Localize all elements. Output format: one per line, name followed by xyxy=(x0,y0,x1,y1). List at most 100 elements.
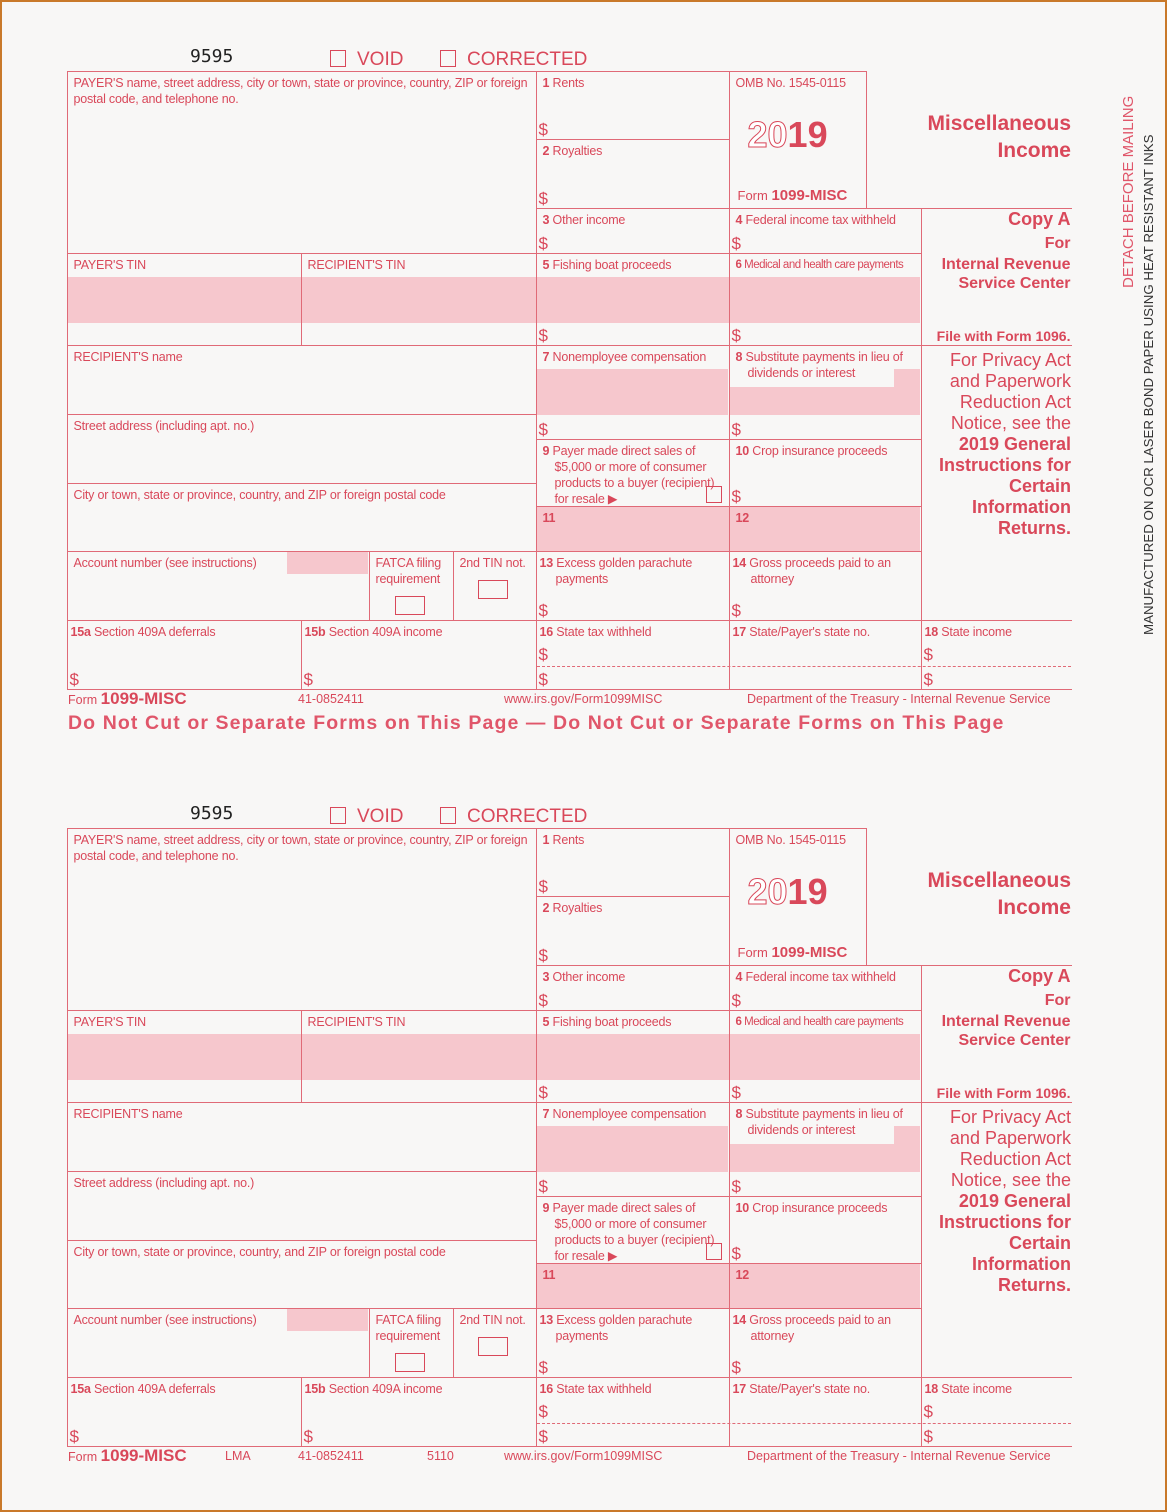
box12[interactable]: 12 xyxy=(728,505,922,552)
box1-rents[interactable]: 1 Rents $ xyxy=(535,70,730,140)
payer-tin-field[interactable]: PAYER'S TIN xyxy=(66,1009,302,1103)
dollar-sign: $ xyxy=(538,990,548,1010)
field-label: State income xyxy=(941,1381,1012,1396)
box9-checkbox[interactable] xyxy=(705,1242,722,1260)
fatca-checkbox[interactable] xyxy=(394,595,425,615)
account-number-field[interactable]: Account number (see instructions) xyxy=(66,550,370,621)
field-label: State tax withheld xyxy=(556,624,652,639)
field-label: 14 Gross proceeds paid to an attorney xyxy=(733,1312,931,1344)
field-label: Substitute payments in lieu of dividends… xyxy=(745,349,903,380)
box9-checkbox[interactable] xyxy=(705,485,722,503)
box4-federal-tax-withheld[interactable]: 4 Federal income tax withheld $ xyxy=(728,207,922,254)
box2-royalties[interactable]: 2 Royalties $ xyxy=(535,895,730,966)
corrected-checkbox[interactable] xyxy=(440,807,456,824)
field-label: 1099-MISC xyxy=(100,689,187,708)
field-label: Section 409A income xyxy=(328,624,443,639)
box5-fishing-boat[interactable]: 5 Fishing boat proceeds $ xyxy=(535,252,730,346)
box7-nonemployee-comp[interactable]: 7 Nonemployee compensation $ xyxy=(535,344,730,440)
street-address-field[interactable]: Street address (including apt. no.) xyxy=(66,1170,537,1241)
box17-state-number[interactable]: 17 State/Payer's state no. xyxy=(728,619,922,690)
box6-medical[interactable]: 6 Medical and health care payments $ xyxy=(728,252,922,346)
field-label: 1099-MISC xyxy=(771,943,848,961)
box10-crop-insurance[interactable]: 10 Crop insurance proceeds $ xyxy=(728,1195,922,1264)
box15a-409a-deferrals[interactable]: 15a Section 409A deferrals $ xyxy=(66,619,302,690)
recipient-name-field[interactable]: RECIPIENT'S name xyxy=(66,344,537,415)
field-label: RECIPIENT'S name xyxy=(73,349,183,364)
form-copy-1: 9595 VOID CORRECTED PAYER'S name, street… xyxy=(2,42,1102,782)
field-label: 5 xyxy=(542,257,550,272)
box8-substitute-payments[interactable]: 8 Substitute payments in lieu of dividen… xyxy=(728,1101,922,1197)
box4-federal-tax-withheld[interactable]: 4 Federal income tax withheld $ xyxy=(728,964,922,1011)
field-label: City or town, state or province, country… xyxy=(73,487,446,502)
privacy-notice: For Privacy Act and Paperwork Reduction Ac… xyxy=(921,1107,1071,1296)
second-tin-checkbox[interactable] xyxy=(477,579,508,599)
dollar-sign: $ xyxy=(538,1357,548,1377)
field-label: 3 xyxy=(542,969,550,984)
omb-number: OMB No. 1545-0115 xyxy=(735,832,847,847)
void-checkbox[interactable] xyxy=(330,50,346,67)
box11[interactable]: 11 xyxy=(535,1262,730,1309)
footer-url[interactable]: www.irs.gov/Form1099MISC xyxy=(504,692,663,706)
box6-medical[interactable]: 6 Medical and health care payments $ xyxy=(728,1009,922,1103)
box14-attorney-proceeds[interactable]: 14 Gross proceeds paid to an attorney $ xyxy=(728,550,922,621)
box1-rents[interactable]: 1 Rents $ xyxy=(535,827,730,897)
field-label: 7 Nonemployee compensation xyxy=(543,1106,707,1122)
account-number-field[interactable]: Account number (see instructions) xyxy=(66,1307,370,1378)
recipient-tin-field[interactable]: RECIPIENT'S TIN xyxy=(300,1009,537,1103)
field-label: PAYER'S TIN xyxy=(73,257,147,272)
form-number: 9595 xyxy=(190,803,234,824)
second-tin-checkbox[interactable] xyxy=(477,1336,508,1356)
box16-state-tax[interactable]: 16 State tax withheld $ $ xyxy=(535,619,730,690)
box13-golden-parachute[interactable]: 13 Excess golden parachute payments $ xyxy=(535,550,730,621)
box17-state-number[interactable]: 17 State/Payer's state no. xyxy=(728,1376,922,1447)
box11[interactable]: 11 xyxy=(535,505,730,552)
field-label: 16 xyxy=(539,624,554,639)
field-label: 11 xyxy=(543,1267,556,1283)
field-label: 6 xyxy=(735,258,742,271)
privacy-notice: For Privacy Act and Paperwork Reduction Ac… xyxy=(921,350,1071,539)
field-label: Nonemployee compensation xyxy=(552,349,707,364)
payer-info-field[interactable]: PAYER'S name, street address, city or to… xyxy=(66,70,537,254)
field-label: Crop insurance proceeds xyxy=(752,443,888,458)
box2-royalties[interactable]: 2 Royalties $ xyxy=(535,138,730,209)
city-field[interactable]: City or town, state or province, country… xyxy=(66,482,537,552)
corrected-checkbox[interactable] xyxy=(440,50,456,67)
box9-direct-sales[interactable]: 9 Payer made direct sales of $5,000 or m… xyxy=(535,438,730,507)
box18-state-income[interactable]: 18 State income $ $ xyxy=(920,619,1072,690)
box3-other-income[interactable]: 3 Other income $ xyxy=(535,207,730,254)
field-label: 11 xyxy=(543,510,556,526)
field-label: 1 Rents xyxy=(543,75,585,91)
city-field[interactable]: City or town, state or province, country… xyxy=(66,1239,537,1309)
void-label: VOID xyxy=(357,806,404,827)
box15a-409a-deferrals[interactable]: 15a Section 409A deferrals $ xyxy=(66,1376,302,1447)
field-label: State income xyxy=(941,624,1012,639)
footer-url[interactable]: www.irs.gov/Form1099MISC xyxy=(504,1449,663,1463)
field-label: 16 xyxy=(539,1381,554,1396)
box18-state-income[interactable]: 18 State income $ $ xyxy=(920,1376,1072,1447)
box13-golden-parachute[interactable]: 13 Excess golden parachute payments $ xyxy=(535,1307,730,1378)
box12[interactable]: 12 xyxy=(728,1262,922,1309)
box15b-409a-income[interactable]: 15b Section 409A income $ xyxy=(300,619,537,690)
payer-info-field[interactable]: PAYER'S name, street address, city or to… xyxy=(66,827,537,1011)
box3-other-income[interactable]: 3 Other income $ xyxy=(535,964,730,1011)
void-checkbox[interactable] xyxy=(330,807,346,824)
box7-nonemployee-comp[interactable]: 7 Nonemployee compensation $ xyxy=(535,1101,730,1197)
field-label: Royalties xyxy=(552,143,603,158)
recipient-name-field[interactable]: RECIPIENT'S name xyxy=(66,1101,537,1172)
field-label: Other income xyxy=(552,969,626,984)
box10-crop-insurance[interactable]: 10 Crop insurance proceeds $ xyxy=(728,438,922,507)
street-address-field[interactable]: Street address (including apt. no.) xyxy=(66,413,537,484)
box15b-409a-income[interactable]: 15b Section 409A income $ xyxy=(300,1376,537,1447)
state-divider xyxy=(537,1423,1071,1424)
box16-state-tax[interactable]: 16 State tax withheld $ $ xyxy=(535,1376,730,1447)
box14-attorney-proceeds[interactable]: 14 Gross proceeds paid to an attorney $ xyxy=(728,1307,922,1378)
dollar-sign: $ xyxy=(538,644,548,664)
recipient-tin-field[interactable]: RECIPIENT'S TIN xyxy=(300,252,537,346)
box9-direct-sales[interactable]: 9 Payer made direct sales of $5,000 or m… xyxy=(535,1195,730,1264)
payer-tin-field[interactable]: PAYER'S TIN xyxy=(66,252,302,346)
box8-substitute-payments[interactable]: 8 Substitute payments in lieu of dividen… xyxy=(728,344,922,440)
box5-fishing-boat[interactable]: 5 Fishing boat proceeds $ xyxy=(535,1009,730,1103)
fatca-checkbox[interactable] xyxy=(394,1352,425,1372)
dollar-sign: $ xyxy=(731,233,741,253)
field-label: 7 Nonemployee compensation xyxy=(543,349,707,365)
